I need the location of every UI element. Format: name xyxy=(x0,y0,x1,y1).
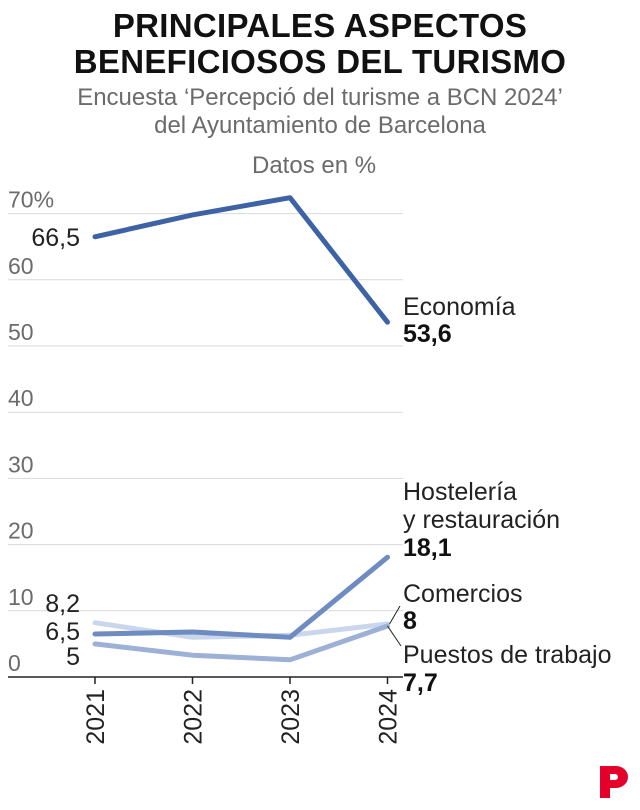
chart-title-line-2: BENEFICIOSOS DEL TURISMO xyxy=(73,43,567,80)
series-name-economia: Economía xyxy=(403,293,516,321)
end-value-label-hosteleria: 18,1 xyxy=(403,534,452,562)
end-value-label-puestos: 7,7 xyxy=(403,669,438,697)
start-value-label-economia: 66,5 xyxy=(31,224,80,252)
end-value-label-economia: 53,6 xyxy=(403,320,452,348)
x-tick-label-2021: 2021 xyxy=(82,689,110,745)
series-name-hosteleria-line-2: y restauración xyxy=(403,506,560,534)
x-axis: 2021 2022 2023 2024 xyxy=(8,676,403,745)
leader-line-puestos xyxy=(387,625,402,647)
series-lines xyxy=(92,195,390,663)
series-name-puestos: Puestos de trabajo xyxy=(403,641,611,669)
y-tick-label-60: 60 xyxy=(8,253,34,279)
start-value-label-puestos: 5 xyxy=(66,643,80,671)
chart-subtitle: Encuesta ‘Percepció del turisme a BCN 20… xyxy=(0,84,640,140)
series-name-hosteleria-line-1: Hostelería xyxy=(403,478,517,506)
y-tick-label-20: 20 xyxy=(8,518,34,544)
y-tick-label-50: 50 xyxy=(8,319,34,345)
leader-line-comercios xyxy=(389,605,401,625)
x-tick-label-2022: 2022 xyxy=(180,689,208,745)
start-value-label-hosteleria: 6,5 xyxy=(45,618,80,646)
y-tick-label-40: 40 xyxy=(8,385,34,411)
chart-subtitle-line-1: Encuesta ‘Percepció del turisme a BCN 20… xyxy=(77,84,563,111)
y-tick-label-0: 0 xyxy=(8,650,21,676)
y-tick-label-10: 10 xyxy=(8,584,34,610)
y-tick-label-70: 70% xyxy=(8,187,54,213)
chart-title: PRINCIPALES ASPECTOS BENEFICIOSOS DEL TU… xyxy=(0,8,640,80)
x-tick-label-2024: 2024 xyxy=(375,689,403,745)
series-line-puestos xyxy=(92,623,390,663)
units-label: Datos en % xyxy=(252,152,377,179)
y-tick-label-30: 30 xyxy=(8,451,34,477)
brand-logo-icon xyxy=(600,766,628,798)
chart-subtitle-line-2: del Ayuntamiento de Barcelona xyxy=(154,112,486,139)
series-line-hosteleria xyxy=(92,554,390,640)
end-value-label-comercios: 8 xyxy=(403,607,417,635)
chart-title-line-1: PRINCIPALES ASPECTOS xyxy=(112,7,528,44)
grid: 0 10 20 30 40 50 60 70% xyxy=(8,187,403,676)
series-name-comercios: Comercios xyxy=(403,580,522,608)
x-tick-label-2023: 2023 xyxy=(277,689,305,745)
start-value-label-comercios: 8,2 xyxy=(45,590,80,618)
series-line-economia xyxy=(92,195,390,325)
